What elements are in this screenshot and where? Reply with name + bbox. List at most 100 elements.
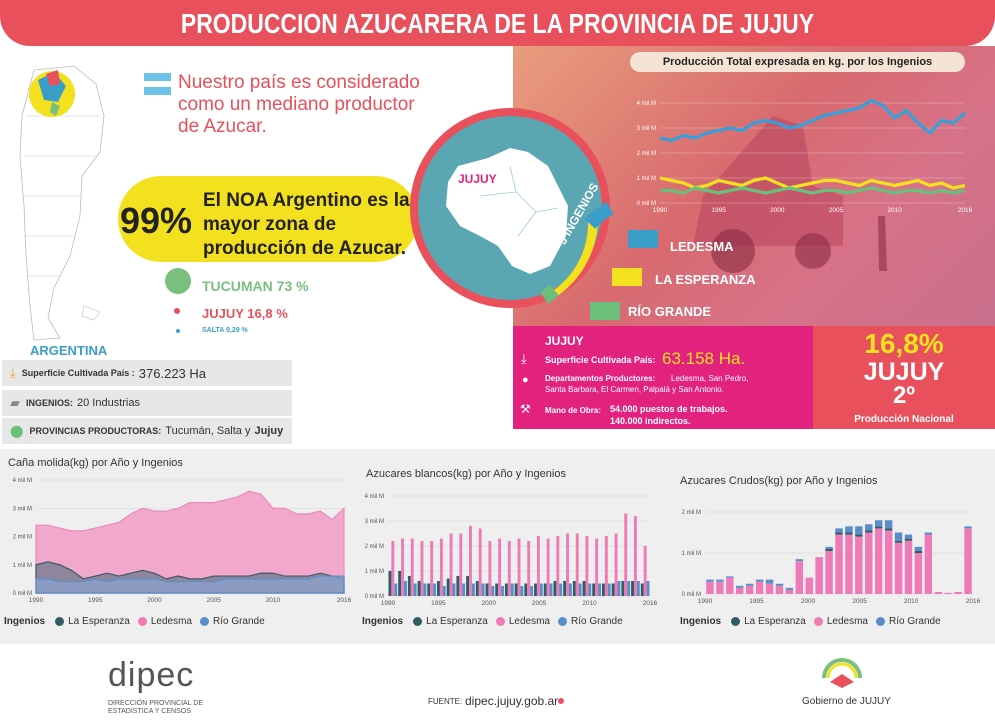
province-salta: SALTA 9,29 % [202, 327, 248, 334]
chart-cana-title: Caña molida(kg) por Año y Ingenios [8, 457, 183, 469]
worker-icon: ⚒ [520, 402, 531, 416]
chart-azucares-crudos: 0 mil M 1 mil M 2 mil M 1990 1995 2000 2005 201… [682, 510, 980, 605]
bar-ledesma [449, 533, 453, 596]
legend-dot-icon [137, 617, 147, 626]
bar-ledesma [805, 577, 813, 594]
chart-total-title: Producción Total expresada en kg. por lo… [630, 52, 965, 72]
bar-laesperanza [592, 583, 596, 596]
bar-laesperanza [543, 583, 547, 596]
y-tick-label: 3 mil M [365, 519, 384, 525]
bar-rogrande [452, 583, 456, 596]
argentina-row-provincias: ⬤ PROVINCIAS PRODUCTORAS: Tucumán, Salta… [2, 418, 292, 444]
bar-laesperanza [437, 581, 440, 596]
bar-ledesma [845, 534, 853, 594]
bar-rogrande [491, 586, 495, 596]
y-tick-label: 4 mil M [365, 494, 384, 500]
dipec-logo: dipec [108, 656, 195, 694]
bar-rogrande [706, 579, 714, 582]
bar-ledesma [775, 585, 784, 594]
bar-ledesma [575, 533, 579, 596]
argentina-row-ingenios: ▰ INGENIOS: 20 Industrias [2, 390, 292, 416]
x-tick-label: 2016 [337, 597, 352, 604]
national-rank: 2º [892, 382, 916, 409]
argentina-title: ARGENTINA [30, 343, 108, 358]
x-tick-label: 2005 [829, 207, 844, 214]
legend-dot-icon [557, 617, 567, 626]
legend-dot-icon [495, 617, 505, 626]
x-tick-label: 1990 [653, 207, 668, 214]
x-tick-label: 2005 [206, 597, 221, 604]
noa-percentage: 99% [120, 200, 193, 241]
bar-laesperanza [825, 548, 833, 551]
bar-ledesma [855, 536, 863, 594]
bar-ledesma [884, 530, 893, 594]
bar-ledesma [934, 591, 942, 594]
bar-ledesma [716, 581, 724, 594]
bar-ledesma [536, 536, 540, 596]
legend-item: Río Grande [212, 616, 265, 627]
superficie-value: 376.223 Ha [138, 365, 207, 381]
bar-ledesma [517, 538, 521, 596]
x-tick-label: 2010 [266, 597, 281, 604]
bar-rogrande [835, 528, 843, 533]
x-tick-label: 2000 [770, 207, 785, 214]
bar-rogrande [617, 581, 621, 596]
bar-rogrande [568, 583, 572, 596]
y-tick-label: 1 mil M [13, 563, 32, 569]
bar-laesperanza [427, 583, 431, 596]
bar-laesperanza [398, 571, 402, 596]
bar-ledesma [595, 538, 599, 596]
bar-rogrande [825, 546, 833, 549]
bar-rogrande [501, 586, 504, 596]
jujuy-map-label: JUJUY [458, 172, 497, 186]
bar-ledesma [420, 541, 424, 596]
bar-ledesma [914, 553, 923, 594]
bar-laesperanza [884, 528, 893, 531]
series-line-1 [659, 176, 966, 190]
bar-rogrande [795, 559, 804, 562]
bar-rogrande [894, 532, 903, 541]
jujuy-mano-value1: 54.000 puestos de trabajos. [610, 404, 728, 414]
legend-item: Ledesma [826, 616, 868, 627]
x-tick-label: 2005 [532, 600, 547, 607]
y-tick-label: 0 mil M [365, 594, 384, 600]
bar-laesperanza [845, 532, 853, 535]
bar-rogrande [845, 526, 853, 533]
ingenios-value: 20 Industrias [77, 397, 140, 409]
bar-rogrande [471, 583, 475, 596]
bar-ledesma [498, 538, 502, 596]
legend-item: La Esperanza [426, 616, 488, 627]
ingenio-rio-grande: RÍO GRANDE [628, 304, 712, 319]
jujuy-info-box [513, 326, 813, 429]
legend-dot-icon [731, 617, 741, 626]
chart-cana-molida: 0 mil M 1 mil M 2 mil M 3 mil M 4 mil M 1990 1… [13, 478, 352, 604]
ledesma-truck-icon [628, 230, 658, 248]
bar-ledesma [585, 536, 589, 596]
province-tucuman: TUCUMAN 73 % [202, 278, 309, 294]
bar-rogrande [404, 581, 407, 596]
y-tick-label: 2 mil M [682, 510, 701, 516]
x-tick-label: 1990 [381, 600, 396, 607]
bar-ledesma [924, 534, 933, 594]
jujuy-arrow-icon: ⤓ [521, 351, 527, 366]
bar-ledesma [795, 561, 804, 594]
provincias-label: PROVINCIAS PRODUCTORAS: [29, 426, 162, 436]
jujuy-dot-icon [174, 308, 180, 314]
bar-ledesma [478, 528, 482, 596]
bar-ledesma [566, 533, 569, 596]
jujuy-circle [418, 116, 602, 300]
x-tick-label: 2010 [582, 600, 597, 607]
bar-rogrande [775, 583, 784, 586]
bar-ledesma [546, 538, 550, 596]
x-tick-label: 1995 [431, 600, 446, 607]
location-pin-icon: ⬤ [10, 424, 24, 438]
bar-rogrande [865, 524, 873, 531]
bar-laesperanza [601, 583, 605, 596]
fuente-link[interactable]: dipec.jujuy.gob.ar [465, 694, 559, 708]
chart-azucares-blancos: 0 mil M 1 mil M 2 mil M 3 mil M 4 mil M 1990 1… [365, 494, 658, 607]
bar-ledesma [736, 587, 744, 594]
bar-ledesma [556, 536, 560, 596]
bar-laesperanza [417, 581, 421, 596]
province-jujuy: JUJUY 16,8 % [202, 306, 288, 321]
bar-laesperanza [524, 583, 528, 596]
